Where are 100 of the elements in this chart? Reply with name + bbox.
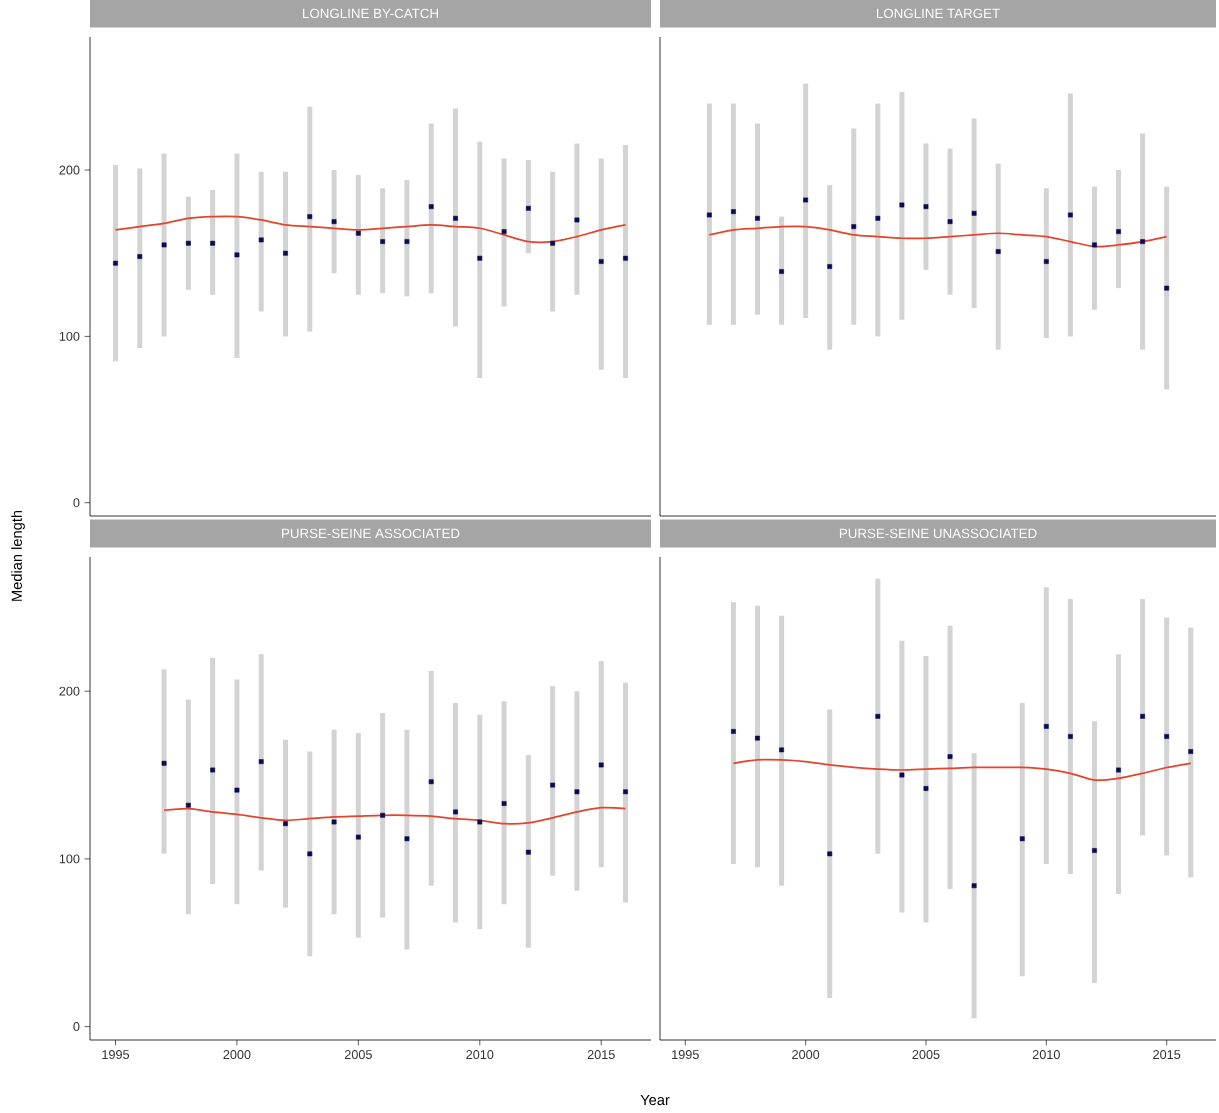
point (234, 787, 240, 793)
point (501, 801, 507, 806)
point (1043, 723, 1049, 729)
y-tick-label: 0 (73, 498, 80, 508)
point (307, 214, 313, 220)
point (947, 754, 953, 759)
point (453, 215, 458, 221)
x-tick-label: 2000 (792, 1050, 820, 1060)
point (899, 772, 905, 778)
point (779, 747, 784, 753)
point (899, 202, 905, 208)
point (258, 759, 264, 765)
y-tick-label: 200 (59, 165, 80, 175)
point (995, 249, 1001, 254)
point (803, 197, 809, 203)
x-axis-title: Year (640, 1094, 670, 1106)
point (185, 802, 191, 808)
x-tick-label: 2010 (1032, 1050, 1060, 1060)
point (258, 237, 264, 243)
point (550, 240, 556, 246)
y-tick-label: 200 (59, 686, 80, 696)
chart-title: LONGLINE BY-CATCH (303, 8, 438, 19)
point (1043, 259, 1049, 264)
point (1140, 713, 1146, 719)
point (355, 230, 361, 236)
x-tick-label: 1995 (672, 1050, 699, 1060)
x-tick-label: 2000 (223, 1050, 251, 1060)
point (923, 204, 929, 210)
point (331, 219, 337, 225)
point (428, 204, 434, 210)
point (827, 851, 833, 857)
line-series (114, 215, 627, 244)
chart-title: PURSE-SEINE UNASSOCIATED (839, 528, 1037, 539)
x-tick-label: 2005 (344, 1050, 372, 1060)
point (331, 819, 337, 825)
point (234, 252, 240, 258)
y-tick-label: 100 (59, 331, 80, 341)
point (185, 240, 191, 246)
x-tick-label: 2015 (587, 1050, 615, 1060)
x-tick-label: 1995 (102, 1050, 130, 1060)
point (574, 789, 580, 795)
x-tick-label: 2010 (466, 1050, 494, 1060)
point (731, 729, 736, 734)
point (477, 255, 483, 261)
point (923, 786, 929, 791)
point (404, 239, 410, 244)
point (755, 735, 760, 741)
point (283, 821, 288, 827)
point (380, 812, 386, 818)
y-tick-label: 0 (73, 1022, 80, 1032)
point (779, 269, 784, 274)
point (971, 210, 977, 216)
point (755, 215, 760, 221)
point (623, 789, 628, 795)
point (307, 851, 313, 857)
point (875, 713, 881, 719)
point (161, 242, 167, 248)
point (1116, 767, 1121, 773)
point (550, 782, 556, 788)
point (355, 834, 361, 840)
chart-title: PURSE-SEINE ASSOCIATED (282, 528, 460, 539)
point (1067, 212, 1073, 218)
point (210, 240, 216, 246)
point (1164, 285, 1170, 291)
point (501, 229, 507, 234)
point (137, 254, 143, 259)
y-axis-title: Median length (11, 510, 25, 601)
point (1140, 239, 1146, 244)
y-tick-label: 100 (59, 854, 80, 864)
point (1188, 749, 1194, 754)
point (971, 883, 977, 889)
point (574, 217, 580, 223)
point (731, 209, 736, 215)
point (598, 259, 604, 264)
point (525, 849, 531, 855)
point (283, 250, 288, 256)
point (947, 219, 953, 225)
point (404, 836, 410, 842)
point (453, 809, 458, 815)
point (1116, 229, 1121, 234)
point (1019, 836, 1025, 842)
point (1092, 242, 1097, 248)
point (623, 255, 628, 261)
point (827, 264, 833, 269)
point (706, 212, 712, 218)
point (161, 760, 167, 766)
point (851, 224, 857, 230)
point (1092, 848, 1097, 853)
point (1067, 734, 1073, 739)
point (477, 819, 483, 825)
point (875, 215, 881, 221)
point (1164, 734, 1170, 739)
x-tick-label: 2015 (1153, 1050, 1181, 1060)
point (113, 260, 118, 266)
point (210, 767, 216, 773)
point (428, 779, 434, 785)
chart-title: LONGLINE TARGET (876, 8, 1000, 19)
point (598, 762, 604, 768)
x-tick-label: 2005 (912, 1050, 940, 1060)
point (380, 239, 386, 244)
